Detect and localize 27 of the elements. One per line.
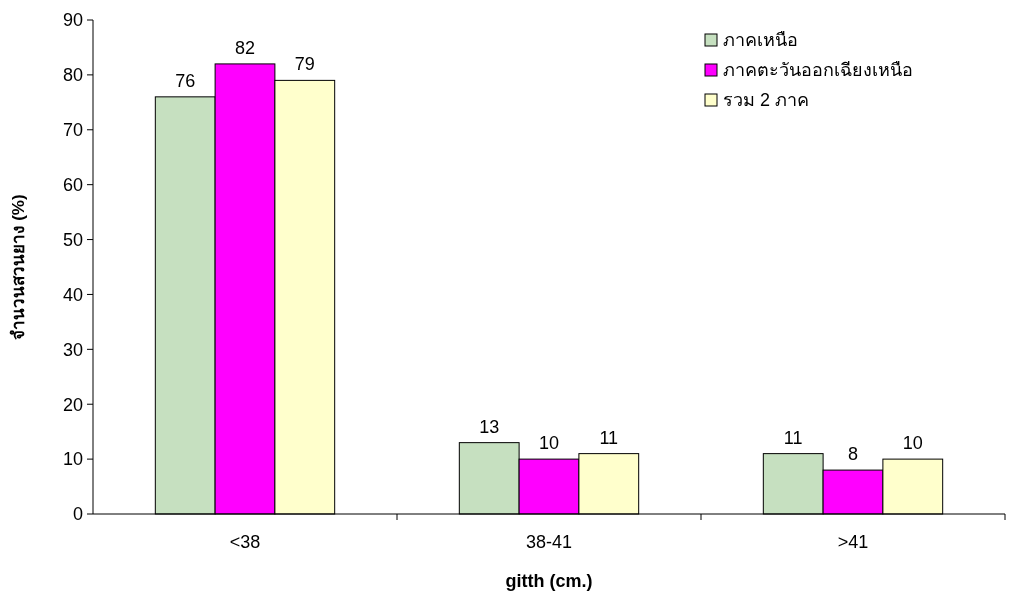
y-tick-label: 60 xyxy=(62,174,83,195)
data-label: 11 xyxy=(783,427,803,448)
y-tick-label: 20 xyxy=(62,394,83,415)
data-label: 11 xyxy=(599,427,619,448)
y-tick-label: 0 xyxy=(72,504,83,525)
legend-label: ภาคเหนือ xyxy=(723,30,798,51)
data-label: 10 xyxy=(902,433,923,454)
data-label: 76 xyxy=(175,70,196,91)
y-tick-label: 10 xyxy=(62,449,83,470)
y-tick-label: 50 xyxy=(62,229,83,250)
y-tick-label: 80 xyxy=(62,65,83,86)
data-label: 10 xyxy=(538,433,560,454)
data-label: 13 xyxy=(479,416,500,437)
data-label: 82 xyxy=(234,37,256,58)
y-tick-label: 40 xyxy=(62,284,83,305)
y-tick-label: 70 xyxy=(62,120,83,141)
y-tick-label: 90 xyxy=(62,10,83,31)
x-tick-label: 38-41 xyxy=(525,532,573,552)
data-label: 8 xyxy=(847,444,859,465)
x-tick-label: >41 xyxy=(837,532,869,552)
data-label: 79 xyxy=(294,54,315,75)
x-tick-label: <38 xyxy=(229,532,261,552)
y-tick-label: 30 xyxy=(62,339,83,360)
y-axis-title: จำนวนสวนยาง (%) xyxy=(9,194,28,340)
x-axis-title: gitth (cm.) xyxy=(505,571,593,591)
legend-label: ภาคตะวันออกเฉียงเหนือ xyxy=(723,60,913,81)
legend-label: รวม 2 ภาค xyxy=(723,90,810,111)
